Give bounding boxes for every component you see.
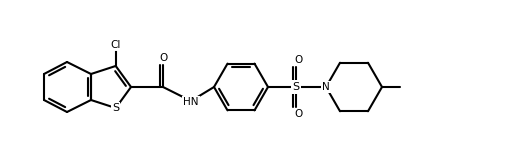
Text: O: O bbox=[294, 109, 302, 119]
Text: Cl: Cl bbox=[110, 40, 121, 50]
Text: S: S bbox=[112, 103, 119, 113]
Text: O: O bbox=[159, 53, 167, 63]
Text: O: O bbox=[294, 55, 302, 65]
Text: HN: HN bbox=[183, 97, 199, 107]
Text: N: N bbox=[322, 82, 330, 92]
Text: S: S bbox=[293, 82, 299, 92]
